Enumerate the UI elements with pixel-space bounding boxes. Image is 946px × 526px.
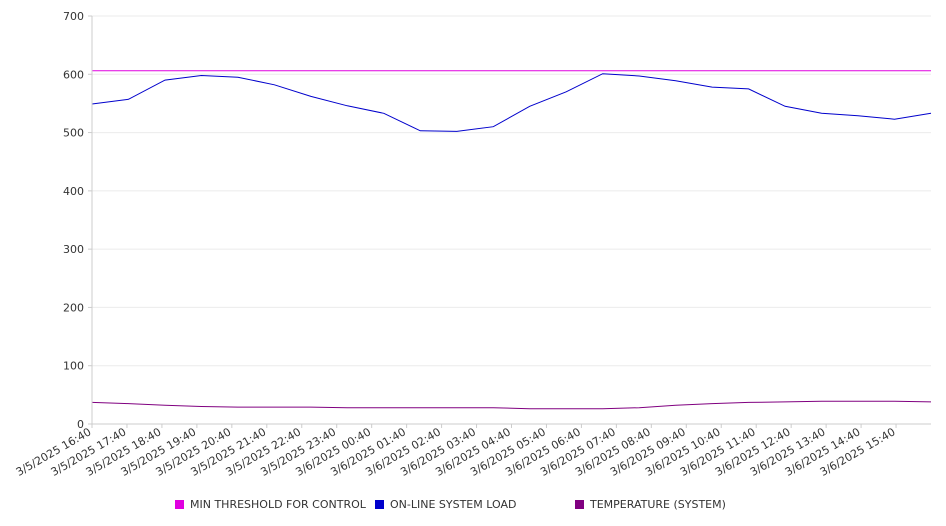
legend-swatch-system-load [375,500,384,509]
legend-label-temperature: TEMPERATURE (SYSTEM) [590,498,726,511]
legend-label-min-threshold: MIN THRESHOLD FOR CONTROL [190,498,366,511]
series-line-1 [91,73,932,132]
legend-swatch-min-threshold [175,500,184,509]
y-tick-label: 400 [63,185,84,198]
grid-lines [92,15,931,367]
legend-item-temperature[interactable]: TEMPERATURE (SYSTEM) [575,498,726,511]
legend-label-system-load: ON-LINE SYSTEM LOAD [390,498,517,511]
y-tick-label: 300 [63,243,84,256]
y-tick-label: 200 [63,301,84,314]
y-axis-ticks: 0 100 200 300 400 500 600 700 [63,10,92,431]
y-tick-label: 500 [63,127,84,140]
legend-swatch-temperature [575,500,584,509]
legend-item-system-load[interactable]: ON-LINE SYSTEM LOAD [375,498,516,511]
series-lines [91,70,932,410]
legend-item-min-threshold[interactable]: MIN THRESHOLD FOR CONTROL [175,498,366,511]
y-tick-label: 600 [63,68,84,81]
y-tick-label: 700 [63,10,84,23]
y-tick-label: 100 [63,360,84,373]
line-chart: 0 100 200 300 400 500 600 700 3/5/2025 16:403/5… [14,10,932,479]
x-axis-ticks: 3/5/2025 16:403/5/2025 17:403/5/2025 18:… [14,424,898,479]
y-tick-label: 0 [77,418,84,431]
legend: MIN THRESHOLD FOR CONTROL ON-LINE SYSTEM… [0,498,946,516]
series-line-2 [91,400,932,410]
